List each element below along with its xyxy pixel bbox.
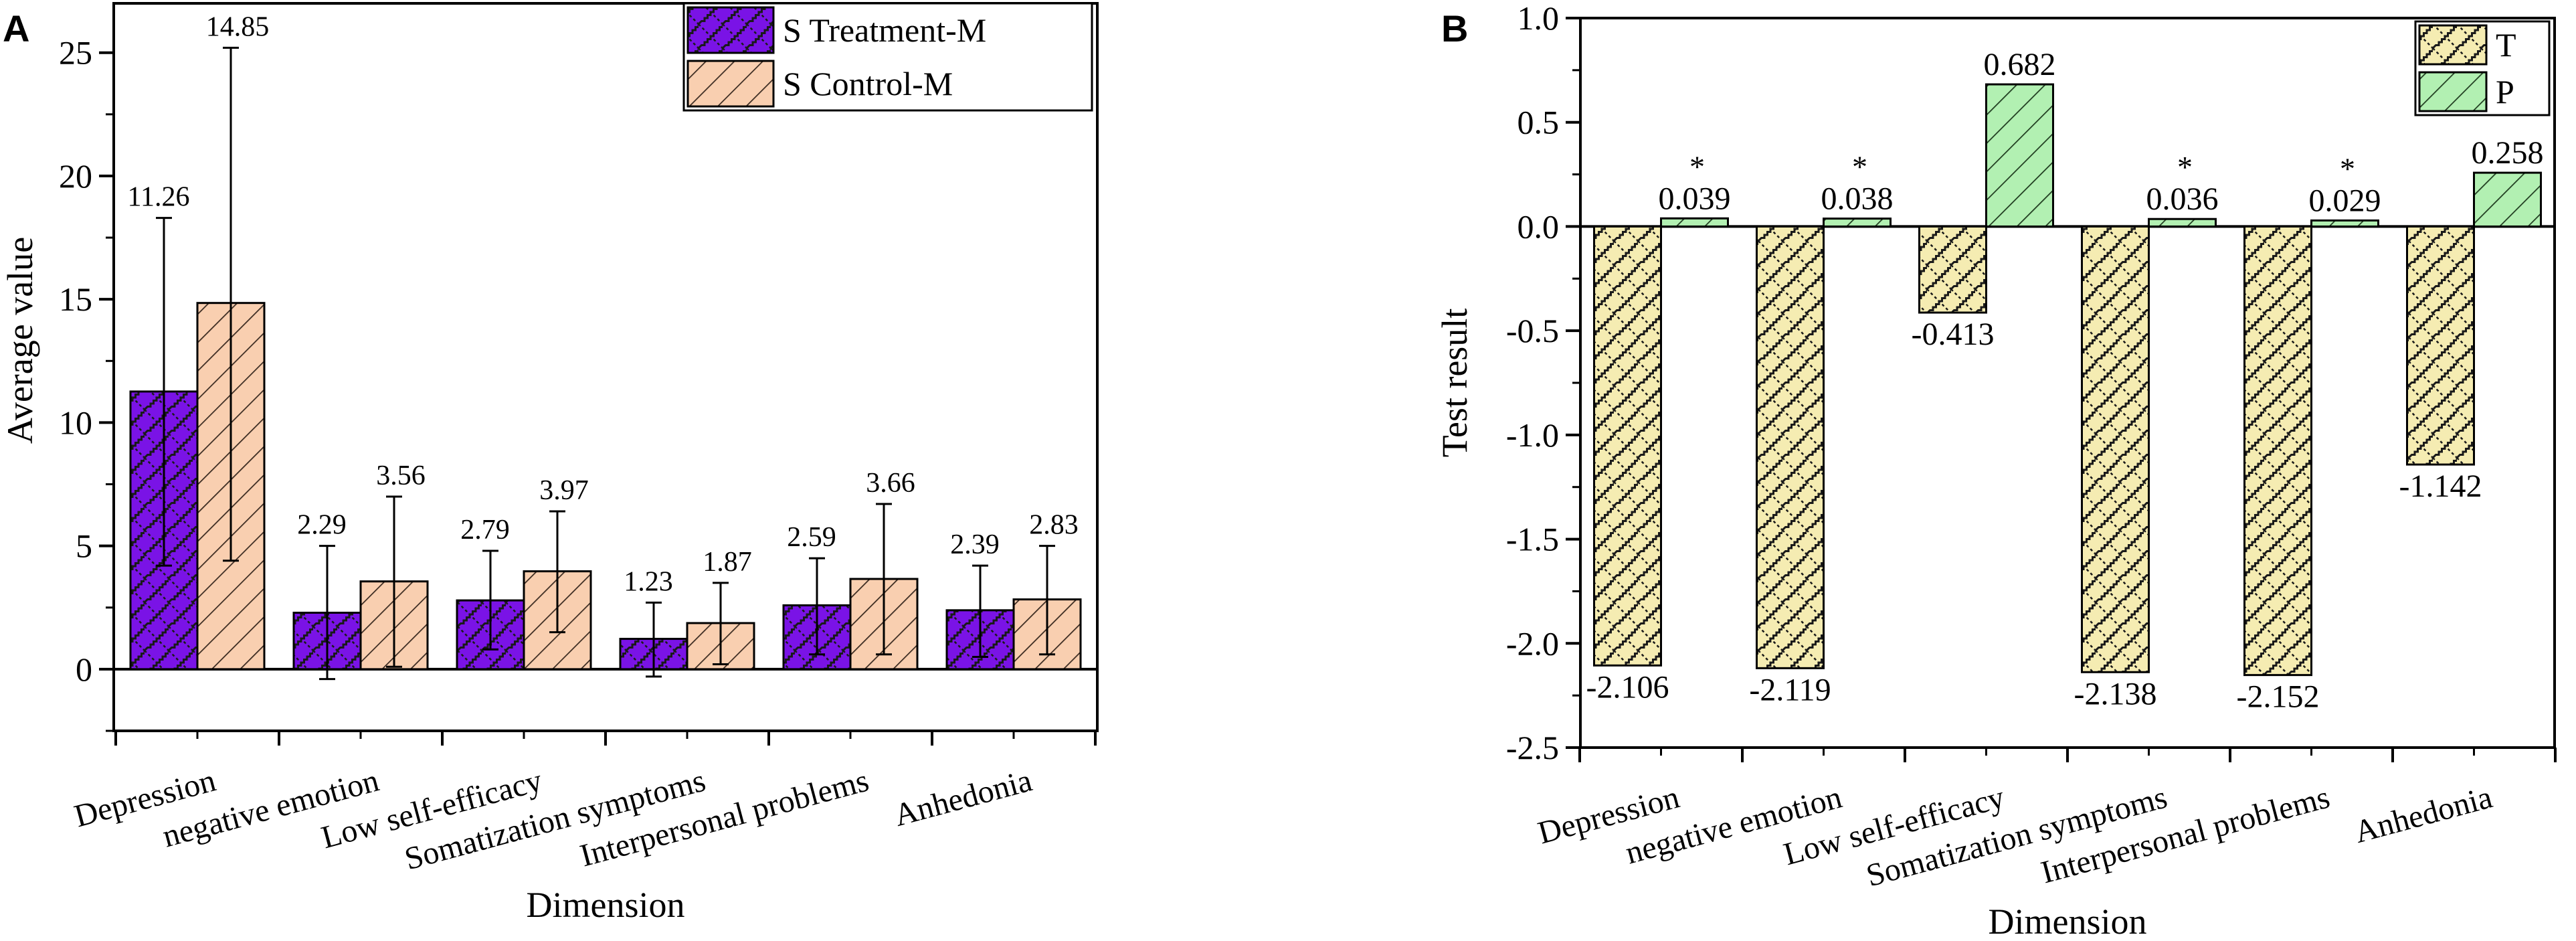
data-label: -2.152	[2237, 679, 2320, 715]
data-label: 2.59	[787, 522, 836, 553]
bar-p-depression	[1660, 217, 1729, 228]
y-tick-label: 5	[76, 527, 92, 565]
panel-letter: A	[3, 7, 29, 50]
data-label: 0.036	[2146, 181, 2219, 217]
legend-label-p: P	[2496, 73, 2514, 110]
bar-p-anhedonia	[2473, 171, 2542, 228]
data-label: 0.258	[2472, 135, 2544, 171]
y-tick-label: 10	[59, 404, 92, 441]
bar-t-low-self-efficacy	[1918, 225, 1987, 314]
bar-t-negative-emotion	[1756, 225, 1825, 669]
bar-p-negative-emotion	[1823, 218, 1892, 228]
x-tick-label: Anhedonia	[2351, 779, 2496, 850]
bar-t-depression	[1593, 225, 1662, 667]
y-tick-label: 20	[59, 157, 92, 195]
legend-swatch-s-control-m	[686, 60, 775, 108]
data-label: 1.23	[624, 566, 673, 597]
bar-t-interpersonal-problems	[2243, 225, 2312, 677]
x-axis-title: Dimension	[527, 885, 685, 925]
panel-b-chart: B -2.5 -2.0 -1.5 -1.0 -0.5 0.0 0.5 1.0 -2.106 -2.1…	[1435, 0, 2557, 941]
data-label: 2.83	[1029, 510, 1079, 541]
y-tick-label: 1.0	[1517, 0, 1560, 37]
data-label: 0.039	[1659, 181, 1731, 216]
legend-label-s-control-m: S Control-M	[783, 65, 953, 102]
data-label: 0.682	[1984, 47, 2056, 82]
legend-label-t: T	[2496, 26, 2516, 64]
y-tick-label: -2.5	[1506, 729, 1559, 766]
bar-p-somatization-symptoms	[2148, 218, 2217, 228]
data-label: 2.79	[460, 515, 510, 545]
y-tick-label: 0.0	[1517, 207, 1560, 245]
y-tick-label: -1.5	[1506, 521, 1559, 558]
data-label: 0.038	[1821, 181, 1894, 217]
data-label: -2.138	[2074, 676, 2157, 711]
data-label: -0.413	[1912, 317, 1995, 352]
significance-marker: *	[1852, 150, 1867, 184]
bar-t-somatization-symptoms	[2081, 225, 2150, 673]
data-label: 3.56	[376, 460, 426, 491]
bar-p-interpersonal-problems	[2310, 219, 2379, 228]
panel-a-chart: A 0 5 10 15 20 25 11.26 2.29 2.79 1.23 2.59 2.39 14.8…	[0, 2, 1099, 925]
data-label: 14.85	[206, 11, 270, 42]
significance-marker: *	[2340, 151, 2355, 185]
significance-marker: *	[1689, 149, 1705, 183]
y-axis-title: Test result	[1435, 309, 1475, 458]
legend-label-s-treatment-m: S Treatment-M	[783, 11, 986, 49]
data-label: -1.142	[2399, 468, 2482, 504]
data-label: 3.97	[539, 475, 589, 506]
data-label: 1.87	[703, 547, 752, 578]
y-axis-title: Average value	[0, 237, 40, 444]
legend-swatch-t	[2418, 24, 2488, 66]
x-axis-title: Dimension	[1989, 902, 2147, 941]
y-tick-label: 0.5	[1517, 104, 1560, 141]
data-label: 2.39	[950, 529, 1000, 560]
y-tick-label: 0	[76, 651, 92, 688]
data-label: 0.029	[2309, 183, 2381, 218]
data-label: 3.66	[866, 468, 915, 499]
data-label: -2.119	[1749, 672, 1831, 707]
y-tick-label: 15	[59, 280, 92, 318]
data-label: -2.106	[1586, 669, 1669, 705]
bar-p-low-self-efficacy	[1985, 83, 2054, 228]
x-tick-label: Anhedonia	[891, 762, 1036, 833]
panel-letter: B	[1441, 7, 1468, 50]
data-label: 11.26	[128, 182, 190, 213]
legend-swatch-p	[2418, 71, 2488, 112]
y-tick-label: 25	[59, 34, 92, 72]
significance-marker: *	[2177, 150, 2193, 184]
legend-swatch-s-treatment-m	[686, 6, 775, 54]
y-tick-label: -1.0	[1506, 416, 1559, 454]
data-label: 2.29	[297, 510, 347, 541]
y-tick-label: -0.5	[1506, 312, 1559, 349]
bar-t-anhedonia	[2406, 225, 2475, 466]
y-tick-label: -2.0	[1506, 624, 1559, 662]
